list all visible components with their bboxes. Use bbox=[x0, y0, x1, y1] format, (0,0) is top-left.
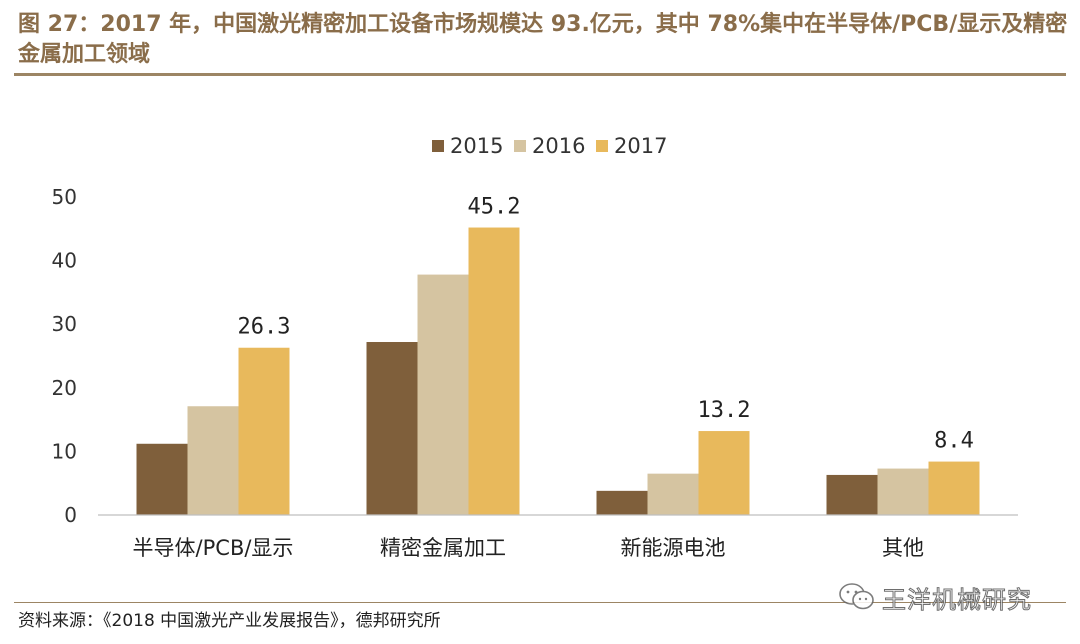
y-tick-label: 40 bbox=[52, 249, 77, 273]
bar-2015-0 bbox=[136, 443, 188, 515]
x-axis: 半导体/PCB/显示 精密金属加工 新能源电池 其他 bbox=[98, 514, 1018, 560]
wechat-icon bbox=[839, 583, 874, 610]
legend-label-2015: 2015 bbox=[450, 134, 503, 158]
legend-swatch-2016 bbox=[514, 140, 526, 152]
x-category-label: 新能源电池 bbox=[621, 536, 726, 560]
y-axis: 0 10 20 30 40 50 bbox=[52, 185, 77, 527]
bar-2017-0 bbox=[238, 347, 290, 515]
y-tick-label: 10 bbox=[52, 439, 77, 463]
bar-2016-3 bbox=[877, 468, 929, 515]
bar-2016-2 bbox=[647, 473, 699, 515]
watermark: 王洋机械研究 bbox=[838, 577, 1032, 617]
bar-2015-2 bbox=[596, 490, 648, 515]
bar-2017-1 bbox=[468, 227, 520, 515]
data-label: 8.4 bbox=[934, 429, 974, 454]
data-label: 45.2 bbox=[468, 195, 521, 220]
x-category-label: 精密金属加工 bbox=[380, 536, 506, 560]
figure-title: 图 27：2017 年，中国激光精密加工设备市场规模达 93.亿元，其中 78%… bbox=[18, 12, 1068, 67]
y-tick-label: 20 bbox=[52, 376, 77, 400]
bar-2016-1 bbox=[417, 274, 469, 515]
watermark-text: 王洋机械研究 bbox=[882, 585, 1032, 614]
data-label: 26.3 bbox=[238, 315, 291, 340]
title-divider bbox=[14, 73, 1066, 76]
data-labels: 26.3 45.2 13.2 8.4 bbox=[238, 195, 974, 454]
bar-2015-3 bbox=[826, 474, 878, 515]
source-note: 资料来源：《2018 中国激光产业发展报告》，德邦研究所 bbox=[18, 611, 441, 631]
legend-swatch-2017 bbox=[596, 140, 608, 152]
bar-2015-1 bbox=[366, 342, 418, 515]
chart-bars bbox=[136, 227, 980, 515]
bar-chart: 2015 2016 2017 0 10 20 30 40 50 26.3 45.2 13.2 8.4… bbox=[52, 134, 1018, 560]
data-label: 13.2 bbox=[698, 398, 751, 423]
footer-divider bbox=[14, 602, 1066, 603]
y-tick-label: 0 bbox=[64, 503, 77, 527]
x-category-label: 其他 bbox=[882, 536, 924, 560]
legend-label-2017: 2017 bbox=[614, 134, 667, 158]
bar-2016-0 bbox=[187, 406, 239, 515]
legend-label-2016: 2016 bbox=[532, 134, 585, 158]
bar-2017-3 bbox=[928, 461, 980, 515]
legend-swatch-2015 bbox=[432, 140, 444, 152]
y-tick-label: 30 bbox=[52, 312, 77, 336]
chart-legend: 2015 2016 2017 bbox=[432, 134, 667, 158]
y-tick-label: 50 bbox=[52, 185, 77, 209]
x-category-label: 半导体/PCB/显示 bbox=[133, 536, 294, 560]
bar-2017-2 bbox=[698, 431, 750, 515]
